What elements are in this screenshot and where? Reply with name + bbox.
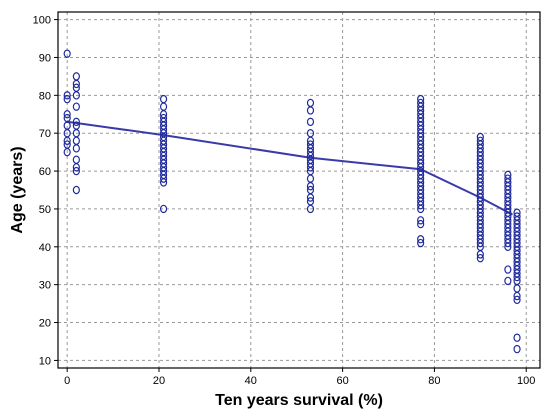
- data-point: [306, 182, 315, 191]
- data-point: [159, 204, 168, 214]
- data-point: [306, 117, 315, 127]
- data-point: [417, 235, 425, 244]
- data-point: [63, 110, 71, 119]
- data-point: [513, 333, 521, 342]
- data-point: [159, 94, 168, 104]
- data-point: [72, 136, 80, 145]
- data-point: [63, 136, 71, 145]
- data-point: [417, 219, 425, 229]
- data-point: [306, 98, 315, 108]
- y-tick-label: 70: [39, 128, 51, 140]
- data-point: [513, 291, 521, 301]
- x-tick-label: 80: [428, 375, 440, 387]
- y-tick-label: 50: [39, 204, 51, 216]
- data-point: [63, 147, 71, 157]
- trend-line: [67, 120, 513, 216]
- data-point: [72, 155, 80, 164]
- x-tick-label: 0: [64, 375, 70, 387]
- y-tick-label: 60: [39, 166, 51, 178]
- x-tick-label: 20: [153, 375, 165, 387]
- data-point: [72, 91, 80, 100]
- y-tick-label: 100: [33, 15, 51, 27]
- data-point: [306, 193, 315, 202]
- x-axis-title: Ten years survival (%): [215, 392, 383, 409]
- data-point: [63, 91, 71, 100]
- data-point: [72, 72, 80, 81]
- data-point: [159, 174, 168, 183]
- data-point: [63, 94, 71, 104]
- data-point: [72, 166, 80, 176]
- data-point: [417, 216, 425, 225]
- y-tick-label: 10: [39, 355, 51, 367]
- data-point: [72, 79, 80, 89]
- x-tick-label: 40: [245, 375, 257, 387]
- data-points: [63, 49, 521, 354]
- data-point: [306, 174, 315, 183]
- x-tick-label: 100: [517, 375, 535, 387]
- data-point: [476, 253, 484, 263]
- data-point: [417, 200, 425, 210]
- x-tick-label: 60: [336, 375, 348, 387]
- data-point: [159, 178, 168, 187]
- data-point: [417, 204, 425, 214]
- tick-labels: 0 20 40 60 80 100 10 20 30 40 50 60 70 80 90 100: [33, 15, 536, 387]
- data-point: [513, 344, 521, 354]
- y-axis-title: Age (years): [9, 146, 26, 233]
- data-point: [513, 295, 521, 305]
- data-point: [417, 238, 425, 248]
- data-point: [513, 284, 521, 293]
- data-point: [306, 106, 315, 115]
- data-point: [504, 265, 512, 274]
- data-point: [476, 238, 484, 248]
- data-point: [72, 102, 80, 111]
- fit-line-layer: [67, 120, 513, 216]
- y-tick-label: 80: [39, 90, 51, 102]
- data-point: [63, 49, 71, 58]
- y-tick-label: 90: [39, 52, 51, 64]
- plot-frame: [57, 11, 541, 369]
- y-tick-label: 30: [39, 280, 51, 292]
- data-point: [306, 204, 315, 214]
- y-tick-label: 20: [39, 318, 51, 330]
- data-point: [159, 102, 168, 111]
- data-point: [72, 144, 80, 153]
- data-point: [513, 272, 521, 282]
- data-point: [476, 250, 484, 259]
- data-point: [504, 276, 512, 286]
- data-point: [72, 185, 80, 195]
- grid-lines: [58, 12, 540, 368]
- data-point: [72, 163, 80, 172]
- data-point: [306, 163, 315, 172]
- data-point: [504, 238, 512, 248]
- data-point: [72, 117, 80, 127]
- y-tick-label: 40: [39, 242, 51, 254]
- data-point: [504, 242, 512, 252]
